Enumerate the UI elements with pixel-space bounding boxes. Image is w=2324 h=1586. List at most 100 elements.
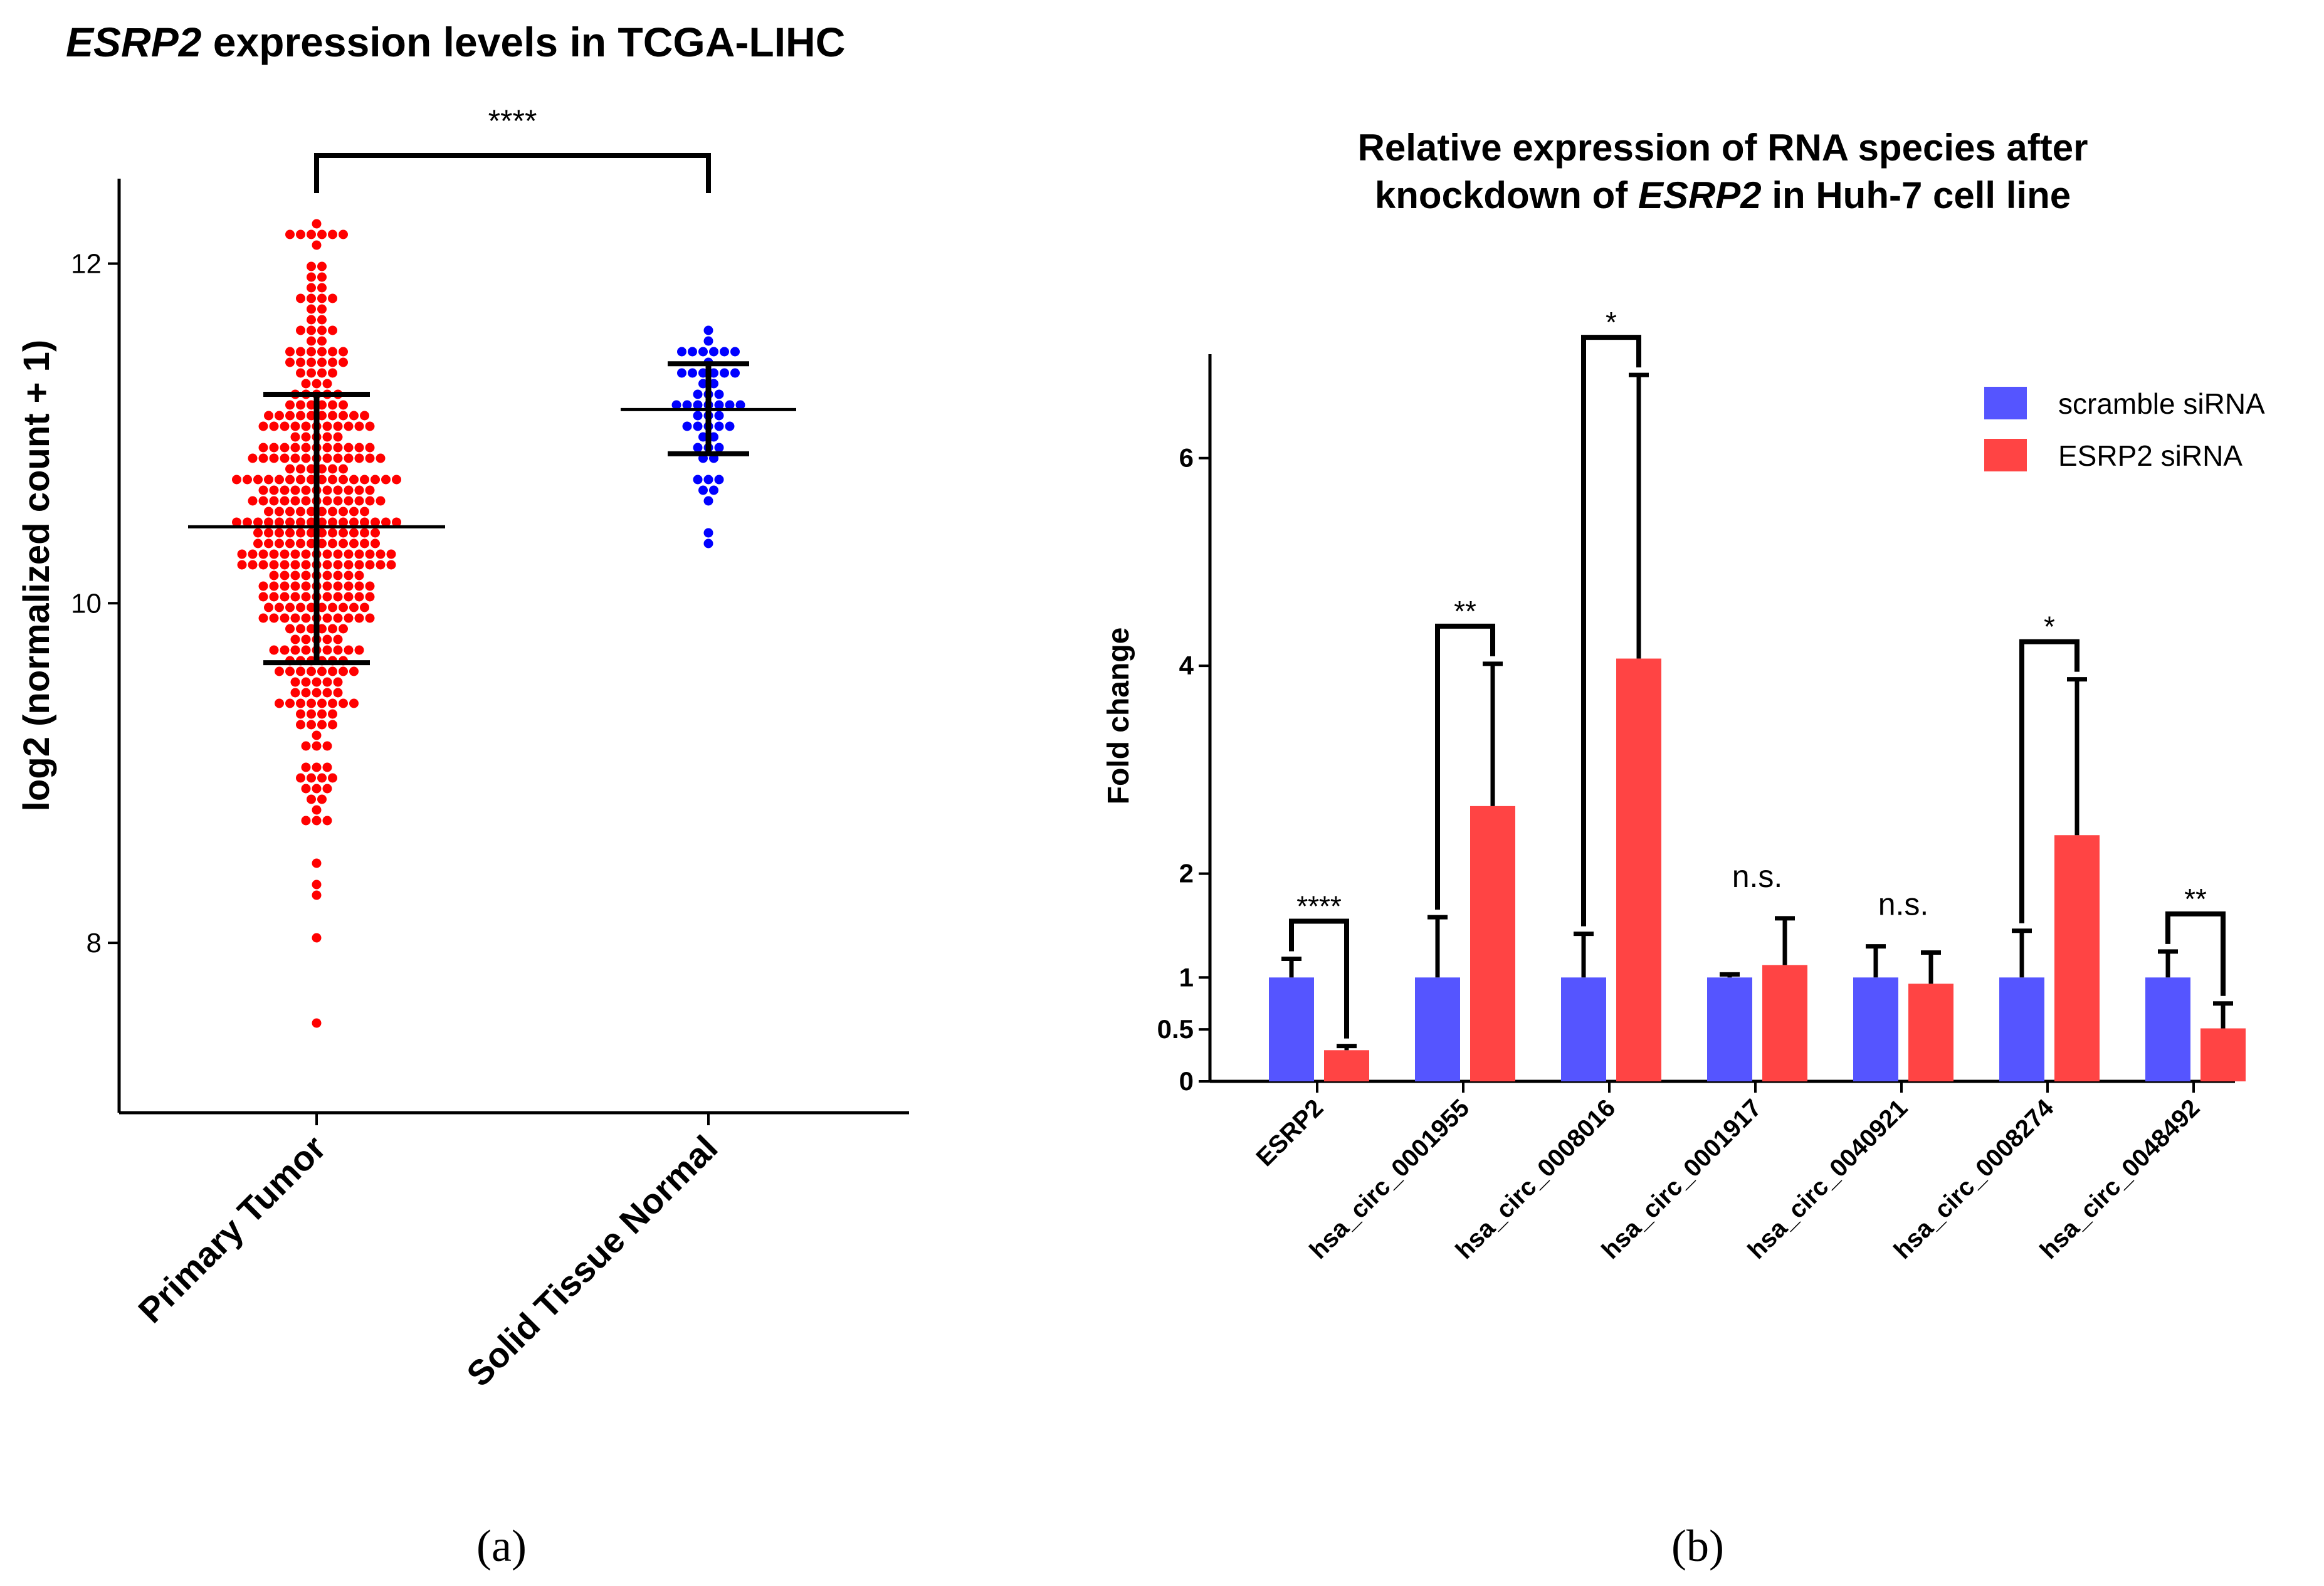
panel-a-data-point	[296, 538, 305, 549]
panel-a-data-point	[328, 464, 337, 474]
panel-a-x-tick-label: Primary Tumor	[130, 1128, 333, 1330]
panel-a-data-point	[339, 229, 348, 239]
panel-a-data-point	[709, 485, 718, 495]
panel-a-data-point	[269, 570, 279, 580]
panel-a-data-point	[333, 485, 343, 495]
panel-a-x-tick-label: Solid Tissue Normal	[459, 1128, 725, 1394]
panel-a-data-point	[258, 581, 268, 591]
panel-a-data-point	[333, 549, 343, 559]
panel-a-data-point	[693, 443, 703, 453]
panel-a-data-point	[349, 528, 359, 538]
panel-a-data-point	[698, 347, 708, 357]
panel-a-data-point	[307, 325, 316, 335]
panel-a-data-point	[693, 411, 703, 421]
panel-a-data-point	[682, 421, 692, 431]
panel-a-data-point	[317, 773, 327, 783]
panel-a-data-point	[365, 581, 375, 591]
panel-a-data-point	[280, 560, 290, 570]
panel-a-data-point	[290, 453, 300, 463]
panel-a-data-point	[381, 517, 391, 527]
panel-a-significance-bracket	[314, 153, 711, 193]
panel-a-data-point	[703, 528, 713, 538]
panel-a-data-point	[333, 613, 343, 623]
panel-b-significance-bracket	[2019, 639, 2080, 923]
panel-a-data-point	[386, 560, 396, 570]
panel-a-y-tick-label: 12	[71, 248, 102, 279]
panel-b-title-line1: Relative expression of RNA species after	[1358, 127, 2088, 169]
panel-b-bar	[2145, 977, 2190, 1081]
panel-a-data-point	[296, 517, 305, 527]
panel-a-data-point	[301, 741, 311, 751]
panel-a-data-point	[344, 570, 354, 580]
panel-a-title-italic: ESRP2	[66, 19, 202, 65]
panel-a-data-point	[354, 645, 364, 655]
panel-a-data-point	[328, 773, 337, 783]
panel-a-data-point	[333, 496, 343, 506]
panel-a-data-point	[280, 570, 290, 580]
panel-a-data-point	[307, 347, 316, 357]
panel-a-data-point	[317, 400, 327, 410]
panel-b-bar	[2200, 1028, 2246, 1081]
panel-b-x-tick-label: hsa_circ_0008016	[1451, 1094, 1621, 1264]
panel-a-data-point	[296, 347, 305, 357]
panel-b-bar-chart: Relative expression of RNA species after…	[1102, 127, 2265, 1571]
panel-b-legend: scramble siRNA ESRP2 siRNA	[1984, 387, 2265, 472]
panel-a-data-point	[703, 325, 713, 335]
panel-a-data-point	[714, 411, 724, 421]
panel-a-data-point	[264, 507, 273, 517]
panel-a-data-point	[365, 592, 375, 602]
panel-a-data-point	[280, 613, 290, 623]
panel-a-data-point	[349, 507, 359, 517]
panel-b-title-line2-post: in Huh-7 cell line	[1762, 174, 2071, 216]
panel-a-data-point	[264, 538, 273, 549]
panel-a-data-point	[237, 560, 247, 570]
panel-a-data-point	[317, 357, 327, 367]
panel-a-data-point	[714, 475, 724, 485]
panel-a-data-point	[328, 698, 337, 708]
panel-a-y-tick-label: 10	[71, 588, 102, 619]
panel-a-data-point	[248, 496, 258, 506]
panel-a-data-point	[349, 411, 359, 421]
panel-a-data-point	[285, 507, 295, 517]
panel-a-significance-label: ****	[488, 103, 537, 139]
panel-a-data-point	[328, 325, 337, 335]
panel-a-data-point	[307, 720, 316, 730]
panel-a-data-point	[296, 475, 305, 485]
panel-a-data-point	[709, 379, 718, 389]
panel-a-data-point	[677, 368, 686, 378]
panel-a-data-point	[328, 400, 337, 410]
panel-a-data-point	[258, 592, 268, 602]
panel-a-data-point	[269, 592, 279, 602]
panel-a-plot-area: 8 10 12 Primary Tumor Solid Tissue Normal ***…	[71, 103, 909, 1394]
panel-a-data-point	[301, 677, 311, 687]
panel-b-significance-label: **	[2184, 883, 2207, 915]
panel-a-data-point	[328, 602, 337, 612]
panel-a-data-point	[703, 475, 713, 485]
panel-a-data-point	[354, 592, 364, 602]
panel-a-data-point	[317, 229, 327, 239]
panel-a-data-point	[333, 443, 343, 453]
panel-a-data-point	[698, 368, 708, 378]
panel-a-data-point	[307, 624, 316, 634]
panel-a-data-point	[317, 709, 327, 719]
panel-a-data-point	[344, 453, 354, 463]
panel-a-data-point	[360, 602, 369, 612]
panel-a-data-point	[312, 890, 322, 900]
panel-a-data-point	[328, 411, 337, 421]
panel-a-data-point	[285, 357, 295, 367]
panel-b-significance-label: n.s.	[1878, 887, 1929, 922]
panel-a-data-point	[344, 549, 354, 559]
panel-a-data-point	[285, 538, 295, 549]
panel-a-data-point	[333, 592, 343, 602]
panel-a-data-point	[317, 507, 327, 517]
panel-b-y-tick-label: 4	[1179, 651, 1194, 680]
panel-a-data-point	[322, 613, 332, 623]
panel-a-data-point	[296, 325, 305, 335]
panel-a-data-point	[392, 475, 401, 485]
panel-a-data-point	[307, 293, 316, 303]
panel-a-data-point	[322, 560, 332, 570]
panel-a-data-point	[688, 368, 697, 378]
panel-b-label: (b)	[1671, 1521, 1724, 1571]
panel-a-data-point	[312, 1018, 322, 1028]
panel-a-data-point	[333, 581, 343, 591]
